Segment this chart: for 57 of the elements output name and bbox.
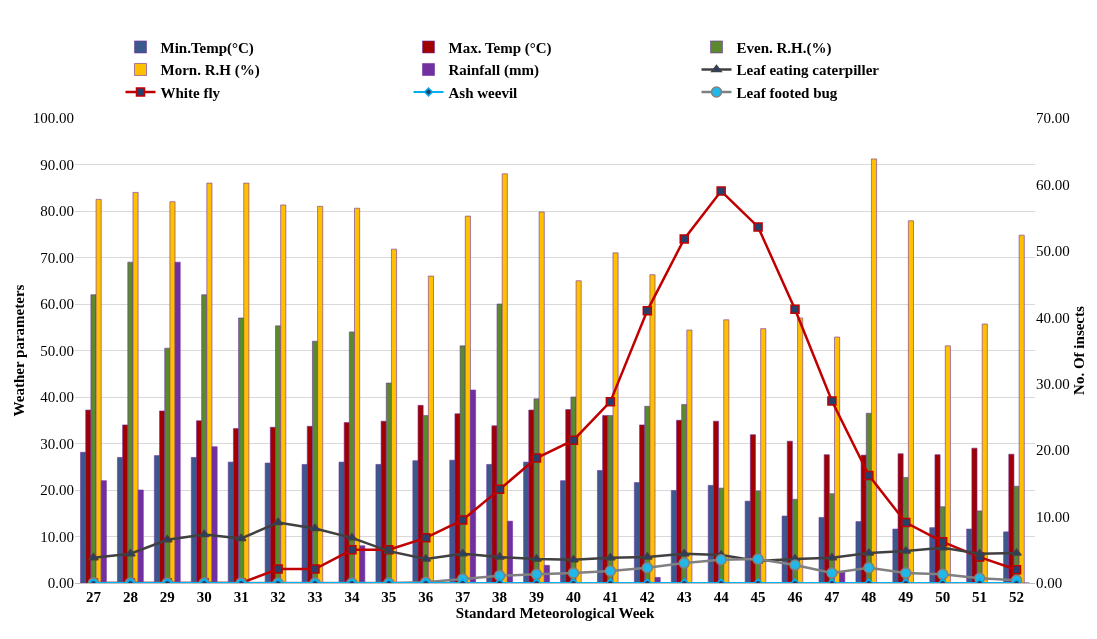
x-tick-label: 37: [455, 589, 471, 605]
x-tick-label: 44: [713, 589, 730, 605]
y-tick-label: 40.00: [40, 389, 74, 406]
x-tick-label: 30: [196, 589, 212, 605]
x-tick-label: 31: [233, 589, 249, 605]
x-tick-label: 48: [861, 589, 877, 605]
x-tick-label: 34: [344, 589, 360, 605]
legend-label: Morn. R.H (%): [160, 62, 260, 80]
legend-label: Max. Temp (°C): [448, 39, 552, 57]
x-tick-label: 49: [898, 589, 914, 605]
x-tick-label: 52: [1009, 589, 1025, 605]
y2-tick-label: 70.00: [1036, 110, 1070, 127]
y2-tick-label: 30.00: [1036, 375, 1070, 392]
y-tick-label: 70.00: [40, 249, 74, 266]
x-tick-label: 41: [602, 589, 618, 605]
x-tick-label: 50: [935, 589, 951, 605]
x-tick-label: 27: [85, 589, 102, 605]
x-tick-label: 29: [159, 589, 175, 605]
y2-tick-label: 0.00: [1036, 575, 1063, 592]
legend-label: Leaf eating caterpiller: [736, 62, 880, 79]
x-tick-label: 40: [565, 589, 581, 605]
y-tick-label: 0.00: [47, 575, 74, 592]
y2-tick-label: 60.00: [1036, 176, 1070, 193]
x-tick-label: 38: [492, 589, 508, 605]
x-tick-label: 39: [529, 589, 545, 605]
y-tick-label: 100.00: [32, 110, 74, 127]
x-tick-label: 28: [122, 589, 138, 605]
y2-tick-label: 20.00: [1036, 442, 1070, 459]
x-tick-label: 51: [972, 589, 988, 605]
legend-label: Rainfall (mm): [448, 62, 539, 80]
y-tick-label: 20.00: [40, 482, 74, 499]
x-tick-label: 36: [418, 589, 434, 605]
y-tick-label: 30.00: [40, 435, 74, 452]
x-tick-label: 43: [676, 589, 692, 605]
x-axis-title: Standard Meteorological Week: [455, 605, 655, 621]
legend-label: Min.Temp(°C): [160, 39, 254, 57]
y-axis-title: Weather parameters: [11, 284, 27, 417]
legend-label: Ash weevil: [448, 84, 518, 101]
y2-tick-label: 40.00: [1036, 309, 1070, 326]
legend-label: Even. R.H.(%): [736, 39, 832, 57]
y-tick-label: 80.00: [40, 203, 74, 220]
y-tick-label: 50.00: [40, 342, 74, 359]
y-tick-label: 90.00: [40, 156, 74, 173]
x-tick-label: 45: [750, 589, 766, 605]
x-tick-label: 32: [270, 589, 286, 605]
y-tick-label: 60.00: [40, 296, 74, 313]
y2-axis-title: No. Of insects: [1070, 305, 1087, 395]
legend-label: Leaf footed bug: [736, 84, 838, 101]
x-tick-label: 33: [307, 589, 323, 605]
x-tick-label: 42: [639, 589, 655, 605]
x-tick-label: 47: [824, 589, 840, 605]
y2-tick-label: 50.00: [1036, 243, 1070, 260]
y2-tick-label: 10.00: [1036, 508, 1070, 525]
legend-label: White fly: [160, 84, 221, 101]
x-tick-label: 35: [381, 589, 397, 605]
y-tick-label: 10.00: [40, 528, 74, 545]
x-tick-label: 46: [787, 589, 803, 605]
